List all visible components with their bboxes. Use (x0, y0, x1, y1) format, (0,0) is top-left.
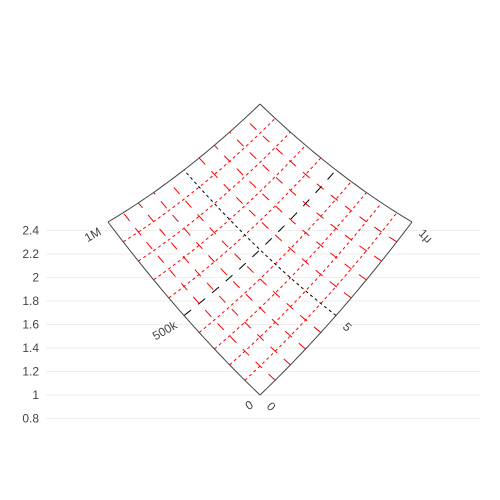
y-tick-label: 1.8 (22, 294, 39, 308)
a-minor-line (229, 202, 382, 366)
b-minor-line (229, 131, 382, 262)
a-tick-label: 0 (243, 397, 256, 413)
y-tick-label: 2.4 (22, 224, 39, 238)
y-tick-label: 0.8 (22, 412, 39, 426)
b-major-line (183, 169, 337, 316)
b-minor-lines (122, 117, 398, 381)
b-tick-label: 5 (340, 320, 355, 335)
a-minor-lines (122, 117, 398, 381)
y-tick-label: 1.6 (22, 318, 39, 332)
y-tick-label: 1 (32, 388, 39, 402)
carpet-border (107, 103, 413, 396)
a-minor-line (214, 192, 367, 350)
b-major-lines (183, 169, 337, 316)
y-tick-label: 1.4 (22, 341, 39, 355)
a-minor-line (122, 117, 276, 243)
b-minor-line (214, 144, 367, 281)
y-gridlines (46, 230, 480, 419)
a-tick-label: 500k (150, 317, 180, 343)
y-tick-label: 2.2 (22, 247, 39, 261)
b-minor-line (138, 202, 291, 366)
b-tick-label: 0 (264, 399, 279, 414)
y-axis-tick-labels: 0.8 1 1.2 1.4 1.6 1.8 2 2.2 2.4 (22, 224, 39, 426)
carpet-plot: 0 500k 1M 0 5 1μ (82, 103, 436, 414)
a-minor-line (244, 212, 398, 381)
a-minor-line (138, 131, 291, 262)
b-minor-line (168, 181, 322, 333)
a-axis-tick-labels: 0 500k 1M (82, 224, 256, 412)
b-minor-line (198, 157, 352, 299)
a-minor-line (198, 181, 352, 333)
b-tick-label: 1μ (416, 226, 436, 246)
b-minor-line (244, 117, 398, 243)
b-minor-line (122, 212, 276, 381)
border-b-start (107, 221, 261, 396)
a-minor-line (153, 144, 306, 281)
border-a-end (107, 103, 261, 223)
y-tick-label: 1.2 (22, 365, 39, 379)
border-a-start (259, 221, 413, 396)
y-tick-label: 2 (32, 271, 39, 285)
a-tick-label: 1M (82, 224, 103, 244)
border-b-end (259, 103, 413, 223)
